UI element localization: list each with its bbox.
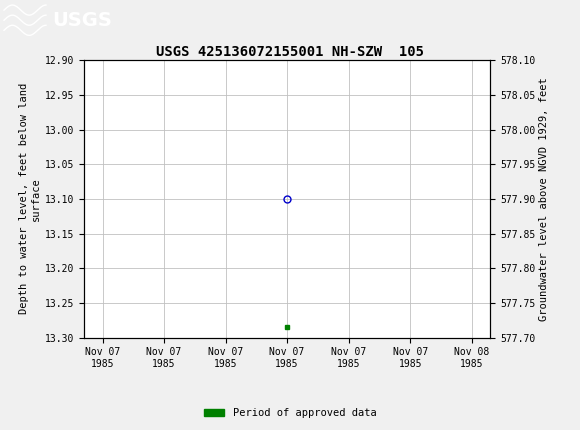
Y-axis label: Depth to water level, feet below land
surface: Depth to water level, feet below land su… (19, 83, 41, 314)
Y-axis label: Groundwater level above NGVD 1929, feet: Groundwater level above NGVD 1929, feet (539, 77, 549, 321)
Legend: Period of approved data: Period of approved data (200, 404, 380, 423)
Text: USGS 425136072155001 NH-SZW  105: USGS 425136072155001 NH-SZW 105 (156, 46, 424, 59)
Text: USGS: USGS (52, 11, 112, 30)
